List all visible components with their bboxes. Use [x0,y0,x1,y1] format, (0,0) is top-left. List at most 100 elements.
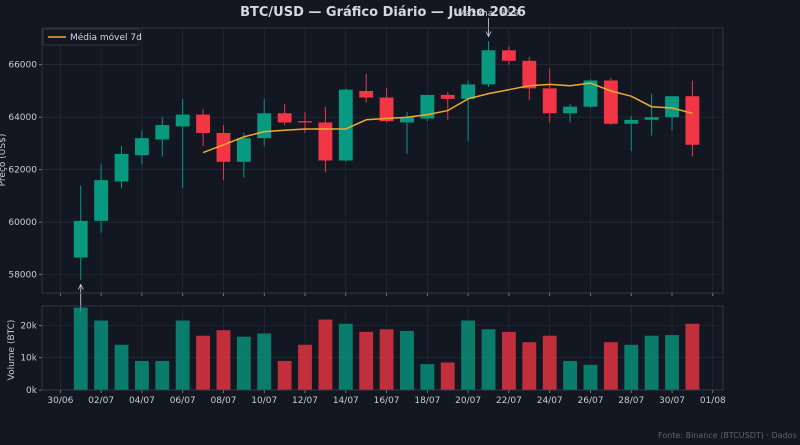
volume-bar [379,329,394,390]
candle-body [563,106,578,114]
candle-body [257,113,272,139]
volume-tick-label: 20k [20,321,37,331]
volume-bar [155,360,170,390]
x-tick-label: 26/07 [578,396,604,406]
candle-body [501,50,516,61]
candle-body [379,97,394,122]
x-tick-label: 30/06 [47,396,73,406]
x-tick-label: 06/07 [170,396,196,406]
candle-body [624,119,639,124]
volume-bar [563,360,578,390]
candle-body [298,121,312,123]
volume-bar [134,360,149,390]
candle-body [644,117,659,120]
candle-body [236,138,251,162]
moving-average-line [202,82,693,154]
volume-bar [603,342,618,390]
volume-panel: 0k 10k 20k 30/06 02/07 04/07 06/07 08/07 10/07 12… [20,305,726,406]
volume-bar [481,329,496,390]
price-tick-label: 58000 [8,271,37,281]
volume-bar [359,331,374,390]
candle-body [216,132,231,162]
candle-body [277,113,292,123]
price-frame [41,27,724,294]
volume-bar [318,319,333,390]
x-tick-label: 30/07 [659,396,685,406]
price-tick-label: 66000 [8,61,37,71]
volume-bar [583,364,598,390]
volume-tick-label: 10k [20,354,37,364]
annotation-arrowhead [77,283,84,290]
candle-body [420,94,435,119]
price-panel: 58000 60000 62000 64000 66000 Máxima: 66.9 [8,9,724,313]
chart-legend: Média móvel 7d [42,28,142,46]
candle-body [94,180,109,221]
candle-body [481,50,496,85]
volume-bar [440,362,455,390]
x-tick-label: 08/07 [210,396,236,406]
source-footer: Fonte: Binance (BTCUSDT) · Dados reais [658,431,800,440]
volume-bar [175,320,190,390]
volume-bar [94,320,109,390]
x-tick-label: 20/07 [455,396,481,406]
annotation-arrowhead [485,31,492,38]
candle-body [73,220,88,258]
x-tick-label: 22/07 [496,396,522,406]
candle-body [318,122,333,161]
candle-body [338,89,353,161]
candle-body [359,90,374,98]
candle-body [155,125,170,140]
x-tick-label: 14/07 [333,396,359,406]
volume-bar [461,320,476,390]
volume-bar [522,342,537,390]
volume-bar [216,330,231,390]
price-tick-label: 62000 [8,166,37,176]
volume-tick-label: 0k [26,386,38,396]
candle-body [440,94,455,99]
volume-bar [338,323,353,390]
x-tick-label: 18/07 [414,396,440,406]
candle-body [114,153,129,182]
x-tick-label: 02/07 [88,396,114,406]
volume-bar [644,335,659,390]
volume-bar [236,336,251,390]
candle-body [542,88,557,114]
x-tick-label: 01/08 [700,396,726,406]
volume-bar [420,364,435,390]
volume-bar [542,335,557,390]
x-tick-label: 10/07 [251,396,277,406]
candle-body [175,114,190,127]
volume-bar [277,360,292,390]
candle-body [522,60,537,89]
legend-ma-label: Média móvel 7d [70,32,142,43]
candle-body [461,84,476,99]
price-tick-label: 64000 [8,113,37,123]
volume-bar [685,323,700,390]
volume-bar [298,344,312,390]
candle-body [583,80,598,107]
price-axis-label: Preço (US$) [0,134,8,187]
candle-body [665,96,679,118]
volume-bar [196,335,211,390]
x-tick-label: 04/07 [129,396,155,406]
candle-body [134,138,149,156]
volume-axis-label: Volume (BTC) [7,320,17,381]
volume-frame [41,305,724,391]
candle-body [196,114,211,133]
candle-body [685,96,700,145]
annotation-label: Máxima: 66.9 [458,9,520,19]
volume-bar [257,333,272,390]
x-tick-label: 28/07 [618,396,644,406]
volume-bar [400,330,414,390]
volume-bar [501,331,516,390]
volume-bar [624,344,639,390]
volume-bar [665,335,679,390]
x-tick-label: 16/07 [374,396,400,406]
candle-body [603,80,618,124]
chart-title: BTC/USD — Gráfico Diário — Julho 2026 [240,5,526,20]
candle-body [400,117,414,123]
volume-bar [73,307,88,390]
legend-box [42,28,140,46]
x-tick-label: 24/07 [537,396,563,406]
